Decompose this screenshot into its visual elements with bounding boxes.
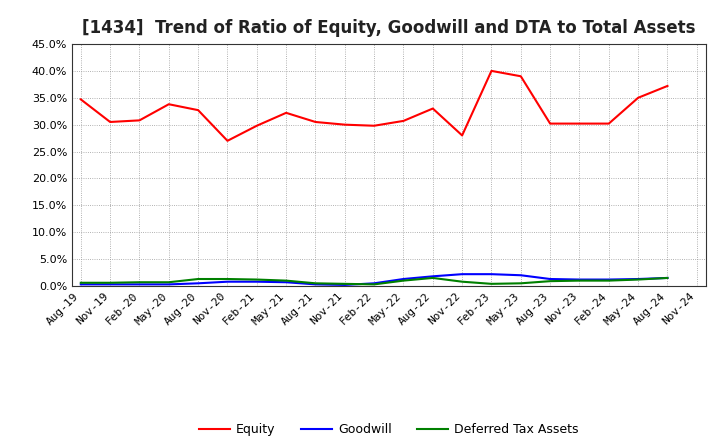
Goodwill bbox=[370, 281, 379, 286]
Equity bbox=[428, 106, 437, 111]
Goodwill bbox=[546, 276, 554, 282]
Deferred Tax Assets bbox=[546, 279, 554, 284]
Equity bbox=[575, 121, 584, 126]
Deferred Tax Assets bbox=[605, 278, 613, 283]
Title: [1434]  Trend of Ratio of Equity, Goodwill and DTA to Total Assets: [1434] Trend of Ratio of Equity, Goodwil… bbox=[82, 19, 696, 37]
Equity bbox=[399, 118, 408, 124]
Goodwill bbox=[634, 276, 642, 282]
Equity bbox=[106, 119, 114, 125]
Equity bbox=[487, 68, 496, 73]
Equity bbox=[135, 118, 144, 123]
Goodwill bbox=[282, 279, 290, 285]
Goodwill bbox=[605, 277, 613, 282]
Equity bbox=[282, 110, 290, 115]
Deferred Tax Assets bbox=[282, 278, 290, 283]
Goodwill bbox=[135, 282, 144, 287]
Equity bbox=[164, 102, 173, 107]
Deferred Tax Assets bbox=[106, 280, 114, 286]
Line: Goodwill: Goodwill bbox=[81, 274, 667, 285]
Goodwill bbox=[194, 281, 202, 286]
Deferred Tax Assets bbox=[487, 281, 496, 286]
Goodwill bbox=[311, 282, 320, 287]
Deferred Tax Assets bbox=[194, 276, 202, 282]
Equity bbox=[311, 119, 320, 125]
Deferred Tax Assets bbox=[458, 279, 467, 284]
Equity bbox=[605, 121, 613, 126]
Deferred Tax Assets bbox=[253, 277, 261, 282]
Equity bbox=[546, 121, 554, 126]
Equity bbox=[341, 122, 349, 127]
Deferred Tax Assets bbox=[399, 278, 408, 283]
Equity bbox=[663, 83, 672, 88]
Goodwill bbox=[76, 282, 85, 287]
Deferred Tax Assets bbox=[76, 280, 85, 286]
Deferred Tax Assets bbox=[370, 282, 379, 287]
Deferred Tax Assets bbox=[663, 275, 672, 281]
Equity bbox=[223, 138, 232, 143]
Equity bbox=[370, 123, 379, 128]
Goodwill bbox=[399, 276, 408, 282]
Goodwill bbox=[106, 282, 114, 287]
Line: Deferred Tax Assets: Deferred Tax Assets bbox=[81, 278, 667, 284]
Equity bbox=[253, 123, 261, 128]
Equity bbox=[458, 133, 467, 138]
Equity bbox=[516, 73, 525, 79]
Legend: Equity, Goodwill, Deferred Tax Assets: Equity, Goodwill, Deferred Tax Assets bbox=[194, 418, 584, 440]
Deferred Tax Assets bbox=[634, 277, 642, 282]
Deferred Tax Assets bbox=[164, 279, 173, 285]
Goodwill bbox=[341, 282, 349, 288]
Deferred Tax Assets bbox=[135, 279, 144, 285]
Equity bbox=[634, 95, 642, 100]
Goodwill bbox=[487, 271, 496, 277]
Goodwill bbox=[458, 271, 467, 277]
Deferred Tax Assets bbox=[311, 281, 320, 286]
Line: Equity: Equity bbox=[81, 71, 667, 141]
Goodwill bbox=[516, 273, 525, 278]
Goodwill bbox=[575, 277, 584, 282]
Deferred Tax Assets bbox=[516, 281, 525, 286]
Equity bbox=[76, 97, 85, 102]
Goodwill bbox=[253, 279, 261, 284]
Goodwill bbox=[663, 275, 672, 281]
Goodwill bbox=[223, 279, 232, 284]
Deferred Tax Assets bbox=[428, 275, 437, 281]
Equity bbox=[194, 107, 202, 113]
Deferred Tax Assets bbox=[223, 276, 232, 282]
Deferred Tax Assets bbox=[575, 278, 584, 283]
Deferred Tax Assets bbox=[341, 281, 349, 286]
Goodwill bbox=[428, 274, 437, 279]
Goodwill bbox=[164, 282, 173, 287]
